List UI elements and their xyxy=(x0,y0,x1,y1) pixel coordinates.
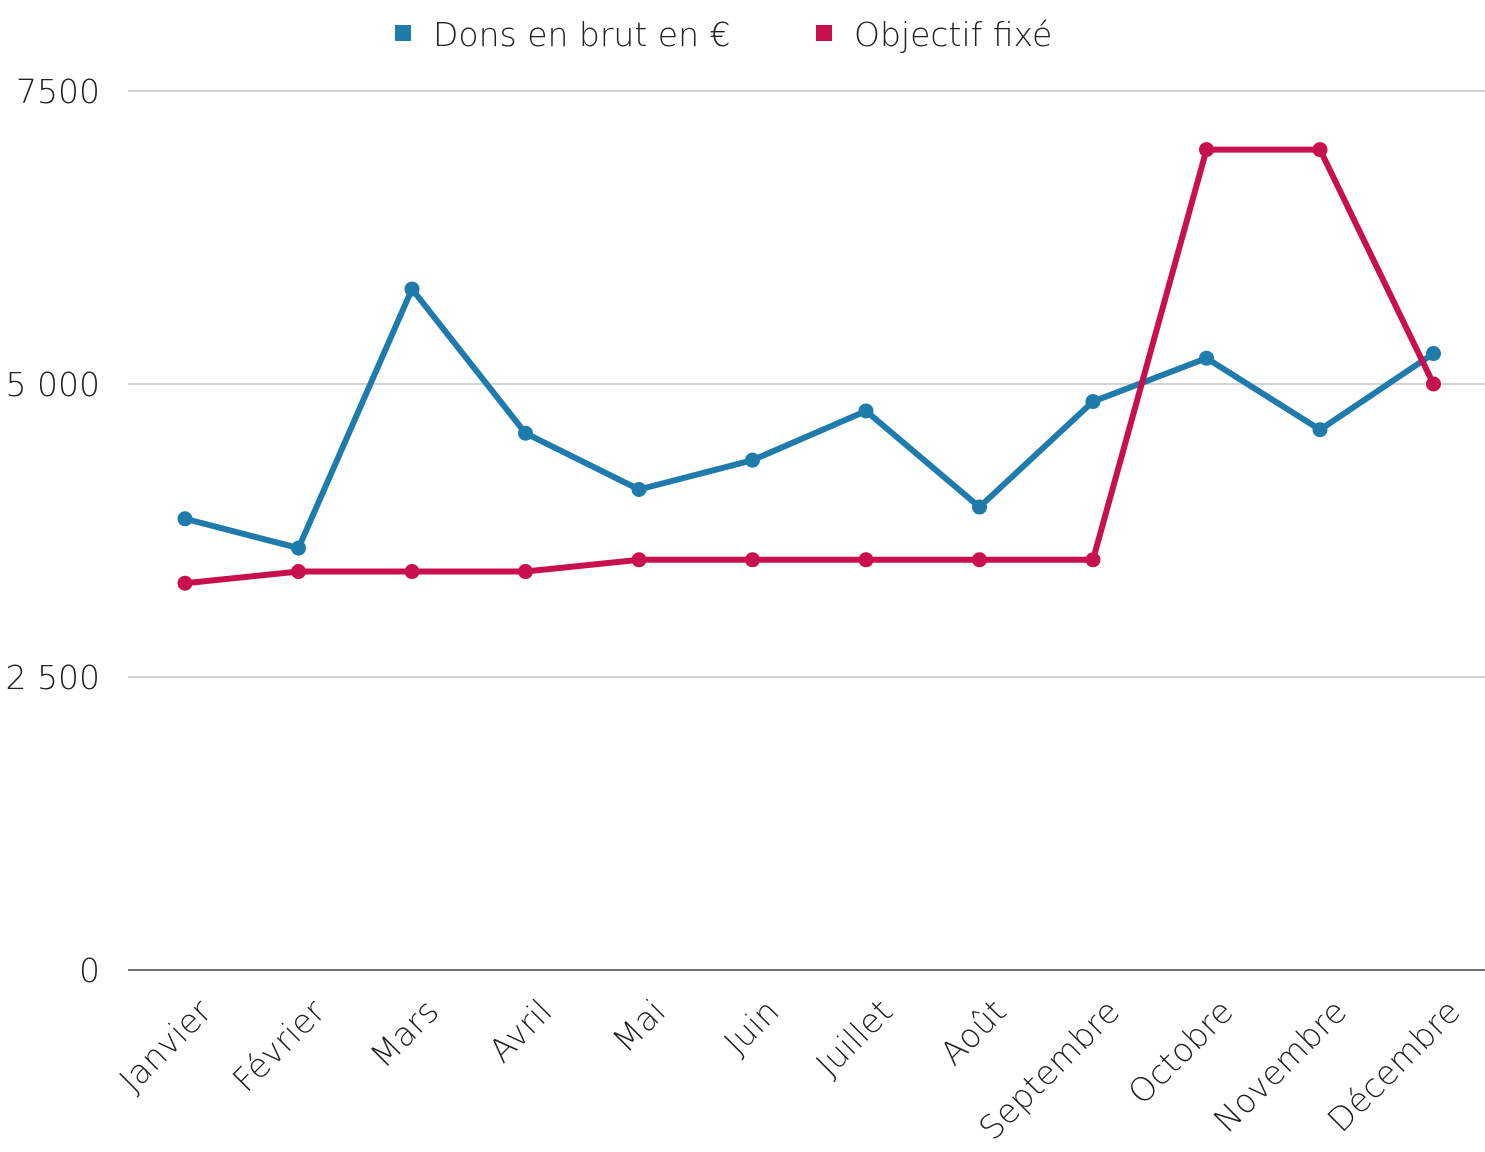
y-tick-label: 0 xyxy=(79,951,100,990)
data-point xyxy=(745,452,760,468)
legend-label: Dons en brut en € xyxy=(433,15,730,54)
data-point xyxy=(858,552,874,568)
x-tick-label: Juin xyxy=(716,992,787,1063)
data-point xyxy=(1312,422,1328,438)
data-point xyxy=(177,511,193,527)
data-point xyxy=(1312,142,1328,158)
data-point xyxy=(972,552,987,568)
data-point xyxy=(1085,552,1101,568)
data-point xyxy=(858,403,874,419)
x-tick-label: Juillet xyxy=(808,992,900,1084)
data-point xyxy=(1199,350,1214,366)
data-point xyxy=(972,499,987,515)
x-tick-label: Janvier xyxy=(111,991,219,1099)
x-tick-label: Avril xyxy=(481,992,560,1071)
data-point xyxy=(404,281,420,297)
data-point xyxy=(291,540,306,556)
data-point xyxy=(177,575,193,591)
data-point xyxy=(518,425,533,441)
x-tick-label: Mai xyxy=(605,992,674,1061)
data-point xyxy=(404,564,420,580)
x-tick-label: Mars xyxy=(362,992,446,1076)
data-point xyxy=(1426,346,1441,362)
data-point xyxy=(291,564,306,580)
y-tick-label: 5 000 xyxy=(6,365,100,404)
legend-label: Objectif fixé xyxy=(854,15,1052,54)
x-tick-label: Août xyxy=(932,992,1013,1073)
y-tick-label: 7500 xyxy=(16,72,100,111)
data-point xyxy=(1426,376,1441,392)
series-line xyxy=(184,146,1437,587)
legend-swatch xyxy=(395,25,411,41)
data-point xyxy=(631,481,647,497)
y-tick-label: 2 500 xyxy=(6,658,100,697)
series-line xyxy=(184,286,1436,552)
data-point xyxy=(631,552,647,568)
legend-swatch xyxy=(816,25,832,41)
x-tick-label: Février xyxy=(225,991,333,1099)
data-point xyxy=(518,564,533,580)
data-point xyxy=(1085,394,1101,410)
data-point xyxy=(745,552,760,568)
data-point xyxy=(1199,142,1214,158)
x-tick-label: Octobre xyxy=(1120,992,1240,1112)
